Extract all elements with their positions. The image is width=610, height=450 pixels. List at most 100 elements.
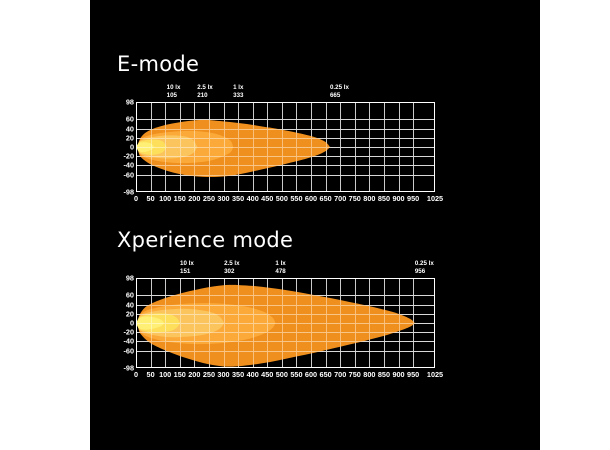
lux-annotation-value: 665 [329, 91, 341, 99]
lux-annotation: 10 lx 105 [167, 84, 181, 99]
x-tick-label: 100 [159, 370, 172, 379]
x-tick-label: 1025 [426, 194, 444, 203]
lux-annotation-value: 210 [197, 91, 208, 99]
lux-annotation-label: 1 lx [275, 260, 286, 267]
lux-annotation-label: 10 lx [166, 84, 181, 91]
x-tick-label: 650 [319, 370, 332, 379]
x-tick-label: 550 [290, 370, 303, 379]
y-tick-label: -20 [123, 151, 134, 161]
y-tick-label: 60 [125, 290, 134, 300]
beam-plot-svg [136, 278, 435, 368]
x-tick-label: 0 [133, 194, 139, 203]
x-tick-label: 450 [261, 194, 274, 203]
y-tick-label: 98 [125, 97, 134, 107]
lux-annotation-value: 478 [275, 267, 286, 275]
x-tick-label: 450 [261, 370, 274, 379]
x-tick-label: 700 [334, 194, 347, 203]
x-tick-label: 950 [407, 194, 420, 203]
beam-lobes [136, 284, 416, 367]
chart-xperience-mode: Xperience mode 10 lx 151 2.5 lx 302 1 lx 478 0… [90, 228, 540, 393]
x-tick-label: 500 [275, 370, 288, 379]
plot-area [136, 278, 435, 368]
x-tick-label: 600 [304, 370, 318, 379]
chart-title: Xperience mode [117, 228, 294, 252]
y-tick-label: -60 [123, 345, 134, 355]
x-tick-label: 400 [246, 194, 259, 203]
y-tick-label: 98 [125, 273, 134, 283]
chart-e-mode: E-mode 10 lx 105 2.5 lx 210 1 lx 333 0.25 lx 66… [90, 52, 540, 217]
x-tick-label: 150 [173, 194, 186, 203]
lux-annotation-label: 1 lx [233, 84, 244, 91]
x-tick-label: 250 [202, 194, 216, 203]
x-tick-label: 150 [173, 370, 186, 379]
lux-annotation: 0.25 lx 665 [330, 84, 349, 99]
lux-annotation-label: 10 lx [180, 260, 194, 267]
x-tick-label: 250 [202, 370, 216, 379]
y-tick-label: 20 [125, 309, 134, 319]
beam-lobes [136, 119, 331, 178]
lux-annotation-label: 2.5 lx [224, 260, 240, 267]
x-tick-label: 800 [363, 194, 376, 203]
y-tick-label: -60 [123, 169, 134, 179]
lux-annotation-label: 0.25 lx [414, 260, 434, 267]
lux-annotation-value: 151 [180, 267, 191, 275]
chart-title: E-mode [117, 52, 200, 76]
beam-lobe [136, 142, 155, 153]
y-tick-label: 60 [125, 114, 134, 124]
lux-annotation: 2.5 lx 302 [224, 260, 239, 275]
x-tick-label: 850 [377, 194, 391, 203]
x-tick-label: 650 [319, 194, 332, 203]
black-panel: E-mode 10 lx 105 2.5 lx 210 1 lx 333 0.25 lx 66… [90, 0, 540, 450]
x-tick-label: 500 [275, 194, 288, 203]
lux-annotation: 2.5 lx 210 [197, 84, 212, 99]
x-tick-label: 750 [348, 370, 361, 379]
x-tick-label: 400 [246, 370, 259, 379]
plot-border [136, 102, 435, 192]
x-tick-label: 950 [407, 370, 420, 379]
x-tick-label: 50 [146, 370, 155, 379]
y-tick-label: -40 [123, 160, 134, 170]
x-tick-label: 50 [146, 194, 155, 203]
plot-area [136, 102, 435, 192]
y-tick-label: 40 [125, 123, 134, 133]
y-axis-labels: 98 60 40 20 0 -20 -40 -60 -98 [106, 98, 134, 197]
x-tick-label: 350 [232, 370, 245, 379]
lux-annotation-value: 956 [414, 267, 426, 275]
lux-annotations: 10 lx 105 2.5 lx 210 1 lx 333 0.25 lx 665 [136, 82, 435, 101]
x-tick-label: 750 [348, 194, 361, 203]
x-axis-labels: 0 50 100 150 200 250 300 350 400 450 500 550 600 650 7… [133, 194, 443, 206]
lux-annotation-value: 302 [224, 267, 235, 275]
beam-plot-svg [136, 102, 435, 192]
lux-annotation-label: 0.25 lx [329, 84, 349, 91]
x-tick-label: 0 [133, 370, 139, 379]
y-tick-label: -20 [123, 327, 134, 337]
x-tick-label: 700 [334, 370, 347, 379]
lux-annotation-label: 2.5 lx [197, 84, 213, 91]
y-tick-label: 40 [125, 299, 134, 309]
x-tick-label: 200 [188, 370, 201, 379]
y-tick-label: -98 [123, 187, 134, 197]
plot-border [136, 278, 435, 368]
x-tick-label: 550 [290, 194, 303, 203]
x-tick-label: 600 [304, 194, 318, 203]
lux-annotation: 10 lx 151 [180, 260, 194, 275]
lux-annotation: 1 lx 478 [275, 260, 285, 275]
y-tick-label: -40 [123, 336, 134, 346]
x-tick-label: 850 [377, 370, 391, 379]
y-tick-label: 20 [125, 133, 134, 143]
x-tick-label: 300 [217, 194, 230, 203]
y-tick-label: -98 [123, 363, 134, 373]
x-tick-label: 100 [159, 194, 172, 203]
grid-lines-overlay [136, 278, 435, 368]
x-tick-label: 900 [392, 370, 405, 379]
lux-annotation: 1 lx 333 [233, 84, 243, 99]
x-tick-label: 800 [363, 370, 376, 379]
y-axis-labels: 98 60 40 20 0 -20 -40 -60 -98 [106, 274, 134, 373]
x-tick-label: 900 [392, 194, 405, 203]
x-axis-labels: 0 50 100 150 200 250 300 350 400 450 500 550 600 650 7… [133, 370, 443, 382]
x-tick-label: 200 [188, 194, 201, 203]
lux-annotation-value: 105 [166, 91, 177, 99]
x-tick-label: 300 [217, 370, 230, 379]
lux-annotations: 10 lx 151 2.5 lx 302 1 lx 478 0.25 lx 956 [136, 258, 435, 277]
